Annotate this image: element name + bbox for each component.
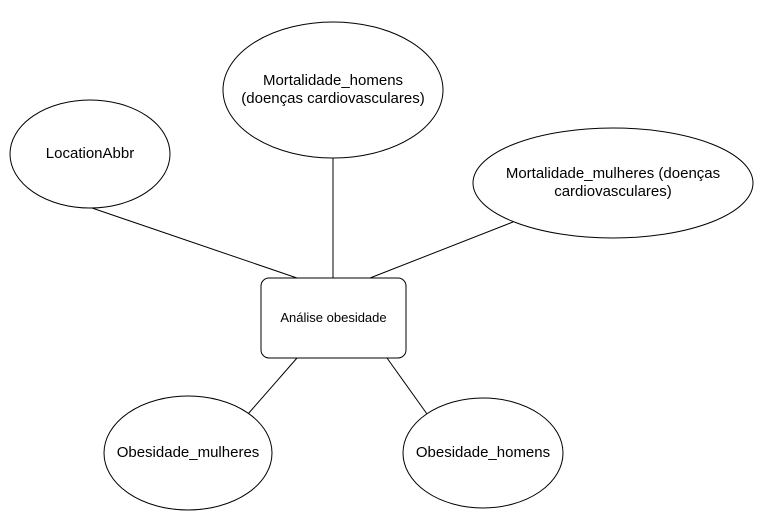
analise-obesidade-label: Análise obesidade (261, 278, 406, 358)
mortalidade-mulheres-line2: cardiovasculares) (554, 183, 672, 200)
locationabbr-text: LocationAbbr (45, 145, 135, 162)
edge-mortalidade-mulheres (369, 221, 514, 279)
analise-obesidade-text: Análise obesidade (280, 310, 387, 325)
analise-obesidade-box (260, 277, 407, 359)
obesidade-homens-ellipse (402, 397, 564, 509)
locationabbr-label: LocationAbbr (10, 100, 170, 208)
obesidade-homens-text: Obesidade_homens (415, 444, 551, 461)
edge-locationabbr (91, 207, 298, 279)
obesidade-mulheres-text: Obesidade_mulheres (116, 444, 260, 461)
mortalidade-homens-line1: Mortalidade_homens (262, 72, 404, 89)
mortalidade-mulheres-line1: Mortalidade_mulheres (doenças (505, 165, 721, 182)
mortalidade-homens-label: Mortalidade_homens (doenças cardiovascul… (223, 22, 443, 158)
mortalidade-mulheres-ellipse (472, 127, 754, 239)
mortalidade-homens-line2: (doenças cardiovasculares) (241, 90, 425, 107)
obesidade-homens-label: Obesidade_homens (403, 398, 563, 508)
locationabbr-ellipse (9, 99, 171, 209)
mortalidade-mulheres-label: Mortalidade_mulheres (doenças cardiovasc… (473, 128, 753, 238)
edge-obesidade-mulheres (247, 357, 298, 415)
obesidade-mulheres-label: Obesidade_mulheres (104, 396, 272, 510)
mortalidade-homens-ellipse (222, 21, 444, 159)
obesidade-mulheres-ellipse (103, 395, 273, 511)
edge-obesidade-homens (386, 357, 428, 415)
